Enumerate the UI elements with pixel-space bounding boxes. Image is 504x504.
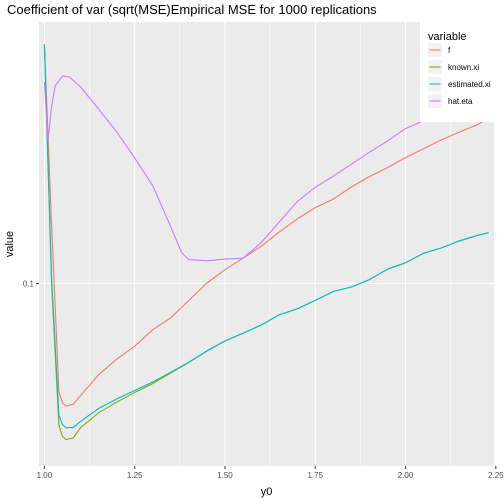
x-tick-label: 1.75	[307, 471, 323, 480]
y-axis-title: value	[4, 231, 16, 257]
series-line-hat-eta	[43, 75, 489, 262]
x-tick-label: 1.00	[37, 471, 53, 480]
series-line-estimated-xi	[43, 44, 489, 429]
legend-label-hat-eta: hat.eta	[448, 97, 473, 106]
legend-title: variable	[428, 31, 467, 43]
legend-items: f known.xi estimated.xi hat.eta	[428, 43, 491, 108]
y-tick-label: 0.1	[23, 280, 35, 289]
legend: variable f known.xi estimated.xi hat.eta	[420, 22, 504, 122]
minor-gridlines	[89, 22, 451, 466]
x-tick-label: 2.00	[398, 471, 414, 480]
x-tick-label: 1.50	[217, 471, 233, 480]
x-axis-title: y0	[261, 486, 273, 498]
y-axis: 0.1	[23, 280, 39, 289]
chart-title: Coefficient of var (sqrt(MSE)Empirical M…	[7, 2, 377, 17]
series-line-f	[43, 44, 489, 407]
legend-label-f: f	[448, 46, 451, 55]
legend-label-estimated-xi: estimated.xi	[448, 80, 491, 89]
x-axis: 1.00 1.25 1.50 1.75 2.00 2.25	[37, 466, 504, 480]
x-tick-label: 1.25	[127, 471, 143, 480]
x-tick-label: 2.25	[488, 471, 504, 480]
plot-panel	[39, 22, 494, 466]
legend-label-known-xi: known.xi	[448, 63, 479, 72]
series-lines	[43, 44, 489, 441]
